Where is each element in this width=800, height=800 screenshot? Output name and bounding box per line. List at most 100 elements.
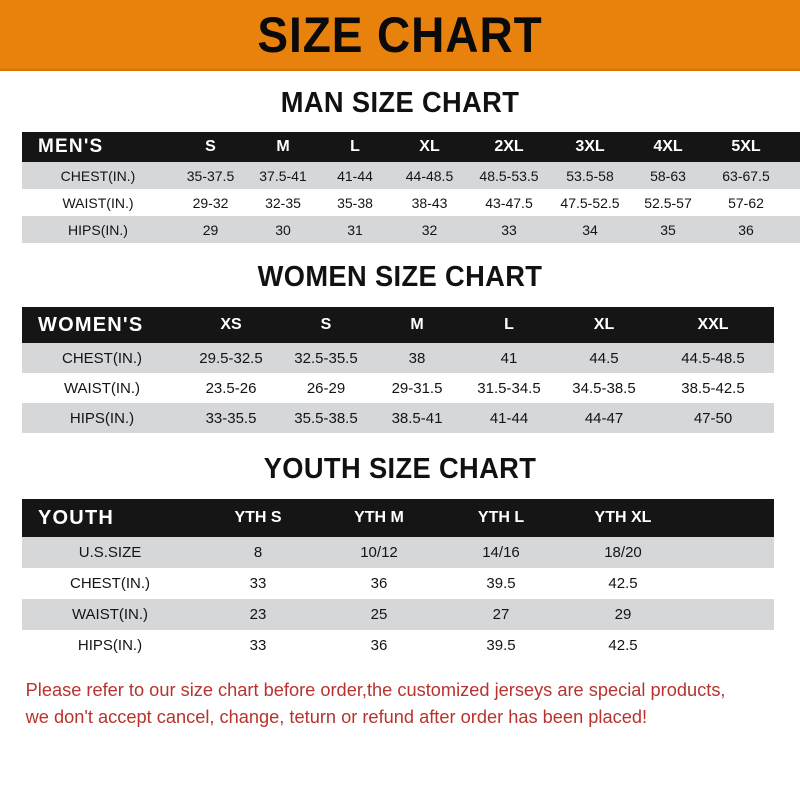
youth-header-label: YOUTH — [38, 506, 114, 529]
men-measurement-cell: 37.5-41 — [259, 167, 307, 184]
youth-measurement-cell: 42.5 — [608, 575, 638, 592]
youth-measurement-cell: 36 — [370, 637, 388, 654]
men-measurement-cell: 52.5-57 — [644, 194, 692, 211]
women-measurement-cell: 23.5-26 — [205, 379, 257, 397]
men-row-label: WAIST(IN.) — [62, 194, 134, 211]
youth-measurement-cell: 36 — [370, 575, 388, 592]
men-measurement-cell: 34 — [582, 221, 598, 238]
section-women: WOMEN SIZE CHART WOMEN'S XS S M L XL XXL CHEST(… — [0, 243, 800, 433]
youth-measurement-cell: 8 — [253, 544, 263, 561]
women-measurement-cell: 35.5-38.5 — [294, 409, 358, 427]
men-measurement-cell: 30 — [275, 221, 291, 238]
youth-measurement-cell: 18/20 — [604, 544, 642, 561]
youth-table-header-row: YOUTH YTH S YTH M YTH L YTH XL — [22, 499, 774, 537]
women-measurement-cell: 38 — [408, 349, 426, 367]
table-row: WAIST(IN.) 23 25 27 29 — [22, 599, 774, 630]
men-row-label: HIPS(IN.) — [68, 221, 128, 238]
men-size-table: MEN'S S M L XL 2XL 3XL 4XL 5XL 6XL CHEST(IN.) 35-37… — [22, 132, 800, 243]
youth-size-table: YOUTH YTH S YTH M YTH L YTH XL U.S.SIZE 8 10/12… — [22, 499, 774, 661]
women-measurement-cell: 38.5-41 — [391, 409, 443, 427]
youth-measurement-cell: 23 — [249, 606, 267, 623]
men-header-label: MEN'S — [38, 136, 104, 157]
footer-note-line-2: we don't accept cancel, change, teturn o… — [25, 705, 648, 727]
youth-size-header: YTH S — [234, 509, 282, 526]
women-measurement-cell: 32.5-35.5 — [294, 349, 358, 367]
section-men: MAN SIZE CHART MEN'S S M L XL 2XL 3XL 4XL 5XL 6XL… — [0, 71, 800, 243]
women-measurement-cell: 34.5-38.5 — [572, 379, 636, 397]
section-title-youth: YOUTH SIZE CHART — [263, 453, 537, 485]
youth-measurement-cell: 10/12 — [360, 544, 398, 561]
women-size-header: XXL — [697, 316, 729, 333]
women-measurement-cell: 41-44 — [489, 409, 529, 427]
table-row: CHEST(IN.) 33 36 39.5 42.5 — [22, 568, 774, 599]
youth-measurement-cell: 33 — [249, 575, 267, 592]
men-measurement-cell: 35 — [660, 221, 676, 238]
youth-measurement-cell: 39.5 — [486, 575, 516, 592]
women-measurement-cell: 41 — [500, 349, 518, 367]
youth-size-header-empty — [684, 499, 774, 537]
men-row-label: CHEST(IN.) — [60, 167, 136, 184]
men-size-header: 4XL — [653, 138, 683, 155]
table-row: WAIST(IN.) 23.5-26 26-29 29-31.5 31.5-34.5 34… — [22, 373, 774, 403]
men-table-header-row: MEN'S S M L XL 2XL 3XL 4XL 5XL 6XL — [22, 132, 800, 162]
men-size-header: 2XL — [494, 138, 524, 155]
table-row: CHEST(IN.) 35-37.5 37.5-41 41-44 44-48.5 48.5… — [22, 162, 800, 189]
men-table-body: MEN'S S M L XL 2XL 3XL 4XL 5XL 6XL CHEST(IN.) 35-37… — [22, 132, 800, 243]
youth-size-header: YTH M — [354, 509, 404, 526]
men-measurement-cell: 48.5-53.5 — [479, 167, 539, 184]
men-measurement-cell: 67.5-72 — [786, 162, 800, 189]
men-size-header: 3XL — [575, 138, 605, 155]
men-size-header: M — [276, 138, 290, 155]
women-row-label: CHEST(IN.) — [62, 349, 142, 367]
men-measurement-cell: 47.5-52.5 — [560, 194, 620, 211]
youth-size-header: YTH XL — [594, 509, 652, 526]
youth-measurement-cell: 14/16 — [482, 544, 520, 561]
youth-measurement-cell-empty — [684, 568, 774, 599]
men-size-header: L — [350, 138, 360, 155]
men-size-header: S — [205, 138, 216, 155]
women-table-body: WOMEN'S XS S M L XL XXL CHEST(IN.) 29.5-32.5 32.5… — [22, 307, 774, 433]
men-measurement-cell: 62-66.5 — [786, 189, 800, 216]
men-measurement-cell: 31 — [347, 221, 363, 238]
women-measurement-cell: 26-29 — [306, 379, 346, 397]
men-size-header: 6XL — [786, 132, 800, 162]
section-title-women: WOMEN SIZE CHART — [257, 261, 543, 293]
women-row-label: HIPS(IN.) — [69, 409, 135, 427]
youth-measurement-cell: 42.5 — [608, 637, 638, 654]
men-measurement-cell: 41-44 — [337, 167, 373, 184]
women-header-label: WOMEN'S — [38, 313, 144, 336]
youth-measurement-cell: 33 — [249, 637, 267, 654]
women-measurement-cell: 33-35.5 — [205, 409, 257, 427]
footer-note-line-1: Please refer to our size chart before or… — [25, 679, 726, 700]
women-measurement-cell: 44-47 — [584, 409, 624, 427]
youth-measurement-cell: 25 — [370, 606, 388, 623]
youth-measurement-cell-empty — [684, 630, 774, 661]
footer-note: Please refer to our size chart before or… — [0, 661, 788, 731]
women-table-header-row: WOMEN'S XS S M L XL XXL — [22, 307, 774, 343]
youth-measurement-cell: 29 — [614, 606, 632, 623]
section-youth: YOUTH SIZE CHART YOUTH YTH S YTH M YTH L YTH… — [0, 433, 800, 661]
men-measurement-cell: 63-67.5 — [722, 167, 770, 184]
women-size-header: XL — [593, 316, 615, 333]
men-measurement-cell: 58-63 — [650, 167, 686, 184]
page-banner: SIZE CHART — [0, 0, 800, 71]
women-measurement-cell: 29-31.5 — [391, 379, 443, 397]
men-measurement-cell: 32 — [421, 221, 438, 238]
men-measurement-cell: 32-35 — [265, 194, 301, 211]
women-size-header: L — [504, 316, 514, 333]
men-measurement-cell: 33 — [501, 221, 517, 238]
women-measurement-cell: 44.5-48.5 — [681, 349, 745, 367]
page-title: SIZE CHART — [257, 6, 543, 63]
youth-row-label: U.S.SIZE — [78, 544, 142, 561]
youth-measurement-cell-empty — [684, 599, 774, 630]
men-measurement-cell: 53.5-58 — [566, 167, 614, 184]
women-size-header: XS — [220, 316, 242, 333]
women-measurement-cell: 38.5-42.5 — [681, 379, 745, 397]
table-row: HIPS(IN.) 33-35.5 35.5-38.5 38.5-41 41-44 44-… — [22, 403, 774, 433]
men-measurement-cell: 37 — [786, 216, 800, 243]
men-measurement-cell: 57-62 — [728, 194, 764, 211]
youth-row-label: HIPS(IN.) — [77, 637, 143, 654]
women-row-label: WAIST(IN.) — [63, 379, 141, 397]
women-size-table: WOMEN'S XS S M L XL XXL CHEST(IN.) 29.5-32.5 32.5… — [22, 307, 774, 433]
